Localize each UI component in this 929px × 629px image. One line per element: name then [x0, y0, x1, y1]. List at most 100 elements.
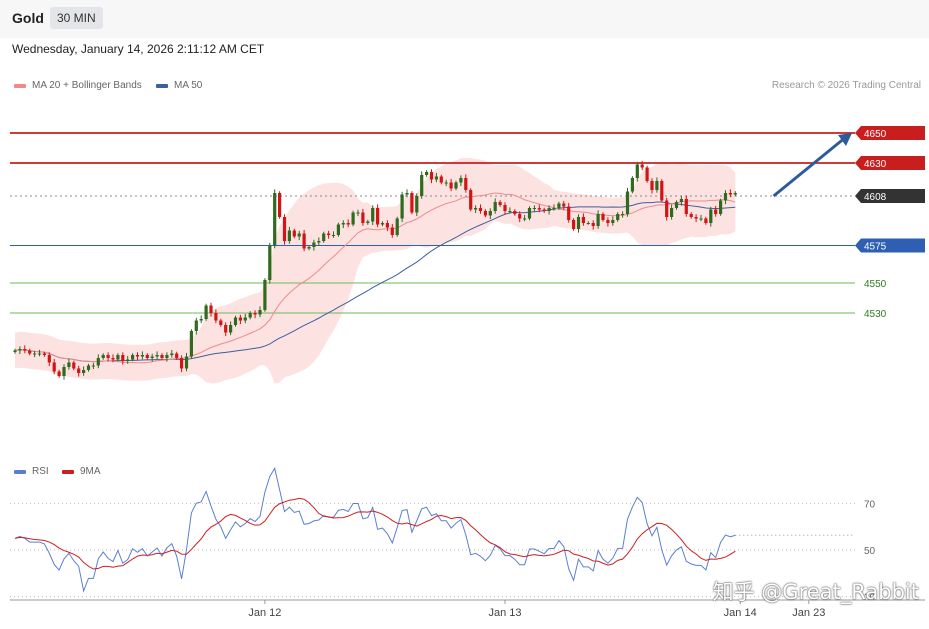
candle-59	[302, 229, 306, 252]
timestamp: Wednesday, January 14, 2026 2:11:12 AM C…	[12, 42, 265, 56]
ma9-label: 9MA	[80, 466, 101, 477]
candle-0	[13, 348, 17, 354]
candle-109	[547, 205, 551, 215]
candle-108	[542, 207, 546, 213]
candle-body	[478, 208, 483, 211]
rsi-label: RSI	[32, 466, 49, 477]
candle-66	[336, 222, 340, 237]
credit-text: Research © 2026 Trading Central	[771, 80, 921, 91]
candle-body	[728, 193, 732, 195]
x-label-Jan 23: Jan 23	[792, 607, 825, 619]
candle-body	[483, 211, 487, 216]
candle-body	[576, 217, 581, 229]
candle-95	[478, 204, 483, 214]
candle-78	[395, 216, 399, 237]
candle-body	[307, 247, 311, 249]
candle-39	[204, 303, 208, 321]
ma50-line	[14, 201, 736, 363]
candle-20	[111, 354, 115, 363]
candle-body	[101, 355, 105, 358]
candle-body	[23, 349, 27, 351]
candle-body	[238, 317, 242, 321]
candle-body	[645, 167, 649, 181]
chart-header: Gold 30 MIN	[0, 0, 929, 38]
candle-89	[449, 178, 453, 192]
candle-body	[694, 217, 698, 219]
candle-136	[679, 196, 683, 206]
level-tag-4575: 4575	[855, 238, 925, 253]
candle-body	[28, 350, 32, 354]
candle-2	[23, 345, 27, 354]
candle-32	[170, 349, 174, 358]
price-labels: 4650 4630 4608 4575 4550 4530	[855, 126, 925, 320]
candle-47	[243, 313, 247, 324]
candle-145	[723, 190, 728, 205]
candle-74	[376, 204, 380, 228]
candle-body	[572, 220, 576, 229]
candle-body	[527, 208, 532, 219]
bollinger-bands	[15, 157, 736, 384]
candle-141	[704, 216, 708, 225]
candle-64	[327, 230, 331, 239]
candles	[13, 160, 737, 380]
candle-body	[562, 203, 566, 207]
candle-body	[106, 355, 110, 358]
candle-body	[714, 209, 718, 214]
candle-body	[189, 331, 193, 357]
candle-143	[714, 205, 718, 217]
candle-body	[336, 224, 340, 235]
timeframe-button[interactable]: 30 MIN	[50, 7, 103, 29]
candle-110	[552, 204, 556, 211]
candle-body	[258, 310, 262, 315]
candle-body	[131, 355, 135, 360]
candle-body	[449, 182, 453, 189]
candle-body	[140, 355, 144, 357]
candle-body	[606, 220, 610, 223]
candle-body	[493, 202, 497, 211]
candle-67	[341, 220, 345, 229]
candle-body	[434, 176, 438, 180]
candle-114	[572, 218, 576, 231]
candle-100	[503, 202, 507, 215]
candle-147	[733, 191, 737, 197]
candle-45	[233, 315, 238, 327]
candle-17	[96, 354, 100, 369]
candle-128	[640, 160, 644, 171]
level-lines	[10, 132, 855, 314]
candle-55	[282, 214, 287, 245]
candle-body	[611, 220, 615, 223]
candle-body	[72, 362, 76, 369]
legend-ma20: MA 20 + Bollinger Bands	[14, 80, 142, 91]
candle-body	[581, 217, 585, 223]
candle-body	[248, 313, 252, 318]
candle-123	[616, 212, 620, 222]
candle-35	[184, 352, 189, 372]
candle-body	[469, 190, 473, 210]
projection-arrow-head	[838, 133, 852, 146]
candle-body	[175, 353, 179, 358]
candle-48	[248, 311, 252, 320]
x-label-Jan 13: Jan 13	[488, 607, 521, 619]
ma20-path	[14, 192, 736, 364]
candle-body	[415, 196, 419, 213]
candle-body	[346, 223, 350, 225]
candle-28	[150, 353, 154, 362]
projection-arrow-shaft	[772, 135, 847, 198]
candle-85	[429, 169, 434, 184]
candle-15	[86, 363, 91, 372]
candle-body	[126, 359, 130, 361]
candle-body	[229, 325, 233, 333]
candle-13	[77, 365, 81, 377]
candle-body	[209, 305, 213, 313]
candle-body	[723, 193, 728, 201]
candle-body	[684, 199, 688, 214]
candle-body	[86, 365, 91, 370]
candle-body	[287, 230, 291, 241]
level-tag-bg	[855, 156, 925, 170]
candle-body	[356, 212, 360, 214]
candle-body	[699, 218, 703, 220]
candle-body	[655, 181, 659, 190]
legend-9ma: 9MA	[62, 466, 101, 477]
candle-62	[317, 237, 321, 246]
candle-103	[518, 211, 522, 223]
